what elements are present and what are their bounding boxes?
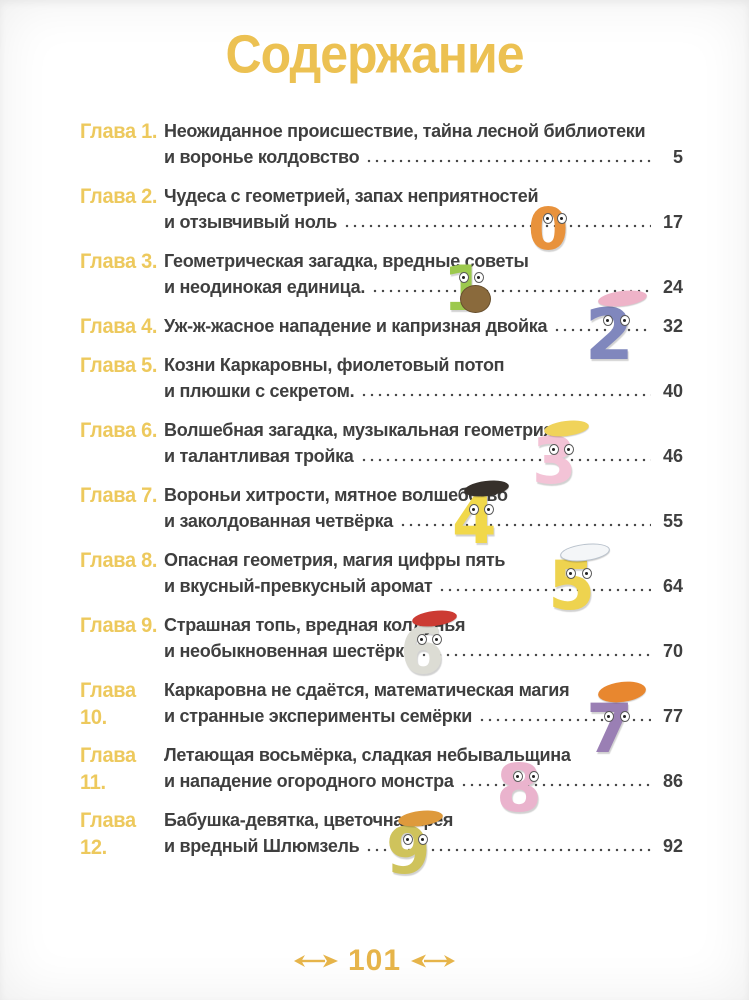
chapter-title-line1: Уж-ж-жасное нападение и капризная двойка [164,316,548,336]
toc-entry-3: Глава 3. Геометрическая загадка, вредные… [80,248,683,300]
chapter-title-line2: и вредный Шлюмзель [164,836,360,856]
page-title: Содержание [225,23,524,85]
toc-entry-7: Глава 7. Вороньи хитрости, мятное волшеб… [80,482,683,534]
chapter-title-line2: и вкусный-превкусный аромат [164,576,433,596]
chapter-title-line1: Чудеса с геометрией, запах неприятностей [164,186,539,206]
chapter-title-line1: Бабушка-девятка, цветочная фея [164,810,454,830]
chapter-title-line1: Волшебная загадка, музыкальная геометрия [164,420,554,440]
dot-leader [438,573,651,599]
dot-leader [371,274,651,300]
toc-entry-8: Глава 8. Опасная геометрия, магия цифры … [80,547,683,599]
chapter-title-line2: и неодинокая единица. [164,277,366,297]
dot-leader [419,638,651,664]
toc-entry-5: Глава 5. Козни Каркаровны, фиолетовый по… [80,352,683,404]
toc-entry-2: Глава 2. Чудеса с геометрией, запах непр… [80,183,683,235]
dot-leader [553,313,651,339]
page-footer: 101 [0,944,749,978]
chapter-title-line1: Летающая восьмёрка, сладкая небывальщина [164,745,571,765]
toc-entry-11: Глава 11. Летающая восьмёрка, сладкая не… [80,742,683,794]
dot-leader [477,703,651,729]
chapter-title-line1: Козни Каркаровны, фиолетовый потоп [164,355,505,375]
chapter-page-number: 5 [672,147,683,167]
chapter-page-number: 86 [662,771,683,791]
chapter-label: Глава 9. [80,614,158,638]
chapter-page-number: 17 [662,212,683,232]
chapter-page-number: 70 [662,641,683,661]
chapter-page-number: 32 [662,316,683,336]
chapter-label: Глава 11. [80,744,136,795]
chapter-page-number: 24 [662,277,683,297]
chapter-page-number: 77 [662,706,683,726]
chapter-title-line1: Геометрическая загадка, вредные советы [164,251,529,271]
chapter-label: Глава 6. [80,419,158,443]
dot-leader [365,144,651,170]
chapter-label: Глава 5. [80,354,158,378]
chapter-label: Глава 3. [80,250,158,274]
chapter-label: Глава 4. [80,315,158,339]
footer-page-number: 101 [347,944,402,977]
toc-entry-12: Глава 12. Бабушка-девятка, цветочная фея… [80,807,683,859]
chapter-title-line2: и нападение огородного монстра [164,771,454,791]
chapter-label: Глава 12. [80,809,136,860]
dot-leader [342,209,651,235]
chapter-title-line2: и заколдованная четвёрка [164,511,393,531]
dot-leader [359,443,651,469]
toc-entry-4: Глава 4. Уж-ж-жасное нападение и капризн… [80,313,683,339]
chapter-page-number: 92 [662,836,683,856]
chapter-title-line1: Страшная топь, вредная колдунья [164,615,466,635]
chapter-title-line2: и воронье колдовство [164,147,360,167]
chapter-page-number: 55 [662,511,683,531]
chapter-page-number: 40 [662,381,683,401]
chapter-title-line2: и отзывчивый ноль [164,212,337,232]
chapter-title-line1: Неожиданное происшествие, тайна лесной б… [164,121,646,141]
table-of-contents: Глава 1. Неожиданное происшествие, тайна… [0,118,749,859]
chapter-title-line2: и странные эксперименты семёрки [164,706,472,726]
chapter-title-line1: Опасная геометрия, магия цифры пять [164,550,506,570]
toc-entry-10: Глава 10. Каркаровна не сдаётся, математ… [80,677,683,729]
chapter-title-line2: и плюшки с секретом. [164,381,355,401]
arrow-left-icon [411,954,456,968]
chapter-label: Глава 2. [80,185,158,209]
chapter-page-number: 64 [662,576,683,596]
chapter-title-line2: и необыкновенная шестёрка [164,641,414,661]
toc-entry-1: Глава 1. Неожиданное происшествие, тайна… [80,118,683,170]
dot-leader [365,833,651,859]
chapter-title-line1: Вороньи хитрости, мятное волшебство [164,485,508,505]
dot-leader [360,378,651,404]
chapter-page-number: 46 [662,446,683,466]
chapter-title-line1: Каркаровна не сдаётся, математическая ма… [164,680,570,700]
arrow-right-icon [293,954,338,968]
toc-entry-6: Глава 6. Волшебная загадка, музыкальная … [80,417,683,469]
chapter-label: Глава 1. [80,120,158,144]
dot-leader [459,768,651,794]
chapter-label: Глава 7. [80,484,158,508]
chapter-title-line2: и талантливая тройка [164,446,354,466]
chapter-label: Глава 10. [80,679,136,730]
chapter-label: Глава 8. [80,549,158,573]
dot-leader [399,508,651,534]
toc-entry-9: Глава 9. Страшная топь, вредная колдунья… [80,612,683,664]
